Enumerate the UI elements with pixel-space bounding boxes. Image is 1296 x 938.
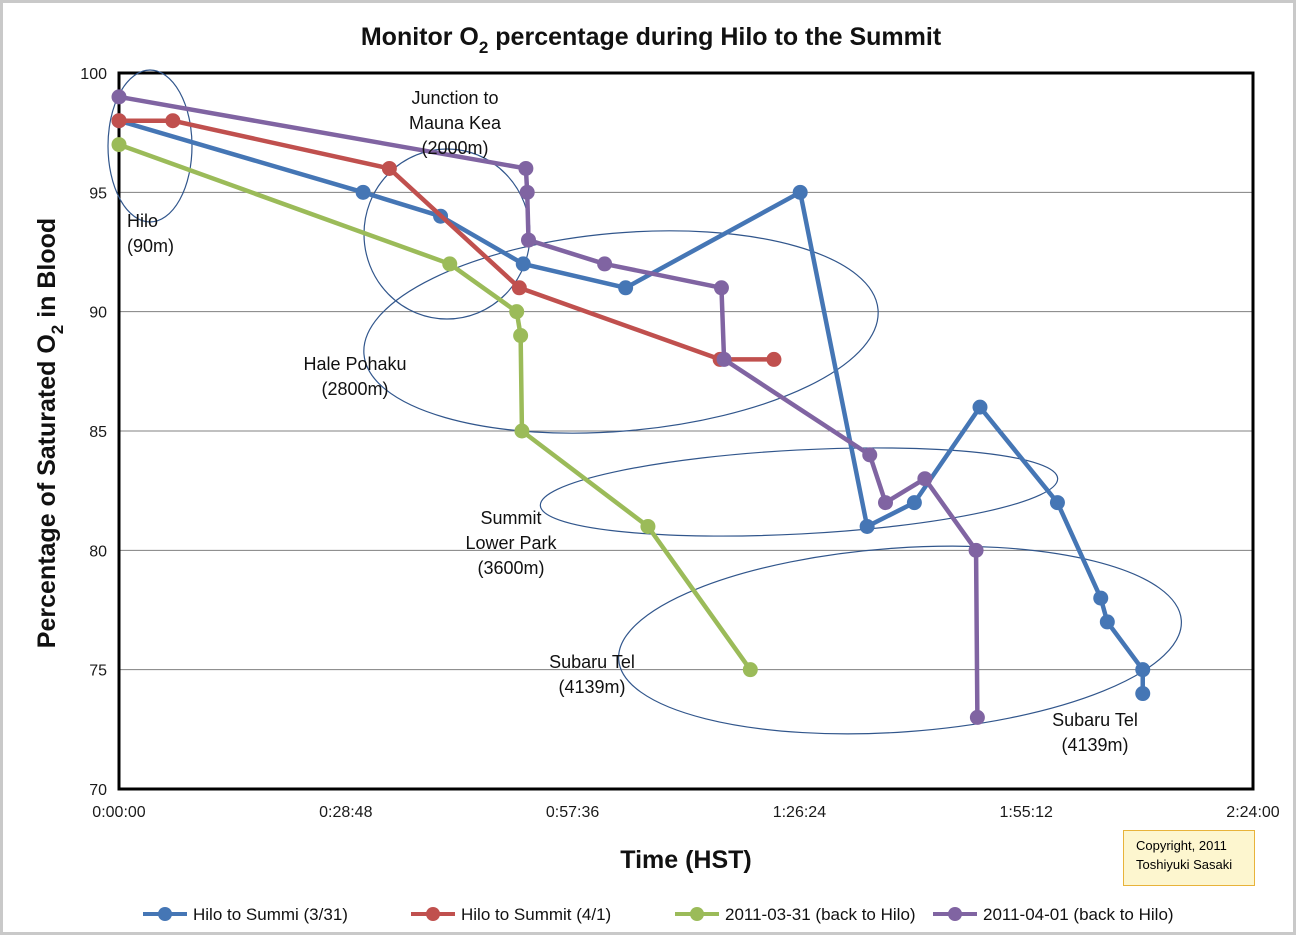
x-tick-label: 2:24:00 bbox=[1226, 804, 1279, 821]
copyright-box: Copyright, 2011 Toshiyuki Sasaki bbox=[1123, 830, 1255, 886]
annotation-ellipse bbox=[107, 69, 193, 223]
annotation-junction-mauna-kea: Junction to Mauna Kea (2000m) bbox=[409, 88, 502, 158]
data-point bbox=[906, 495, 922, 511]
data-point bbox=[1135, 662, 1151, 678]
legend-marker bbox=[690, 907, 704, 921]
legend-item-2[interactable]: 2011-03-31 (back to Hilo) bbox=[675, 905, 916, 924]
data-point bbox=[111, 89, 127, 105]
data-point bbox=[509, 304, 525, 320]
annotation-hale-pohaku: Hale Pohaku (2800m) bbox=[303, 354, 406, 399]
annotation-ellipses bbox=[107, 69, 1182, 735]
data-point bbox=[640, 518, 656, 534]
annotation-hilo: Hilo (90m) bbox=[127, 211, 174, 256]
data-series-group bbox=[111, 89, 1151, 725]
y-tick-label: 100 bbox=[80, 66, 107, 83]
data-point bbox=[917, 471, 933, 487]
annotation-ellipse bbox=[618, 545, 1182, 735]
data-point bbox=[597, 256, 613, 272]
data-point bbox=[972, 399, 988, 415]
y-axis-label: Percentage of Saturated O2 in Blood bbox=[33, 218, 67, 648]
series-line bbox=[116, 118, 1145, 696]
data-point bbox=[511, 280, 527, 296]
y-tick-labels: 70 75 80 85 90 95 100 bbox=[80, 66, 107, 799]
data-point bbox=[518, 160, 534, 176]
y-tick-label: 75 bbox=[89, 663, 107, 680]
y-tick-label: 80 bbox=[89, 543, 107, 560]
legend-item-0[interactable]: Hilo to Summi (3/31) bbox=[143, 905, 348, 924]
x-tick-label: 1:26:24 bbox=[773, 804, 826, 821]
y-tick-label: 90 bbox=[89, 305, 107, 322]
legend-marker bbox=[426, 907, 440, 921]
series-line bbox=[116, 142, 753, 672]
annotation-labels: Hilo (90m) Junction to Mauna Kea (2000m) Hale… bbox=[127, 88, 1138, 755]
data-point bbox=[1099, 614, 1115, 630]
x-tick-label: 0:00:00 bbox=[92, 804, 145, 821]
data-point bbox=[1135, 686, 1151, 702]
y-tick-label: 95 bbox=[89, 185, 107, 202]
x-tick-labels: 0:00:00 0:28:48 0:57:36 1:26:24 1:55:12 2:24:… bbox=[92, 804, 1279, 821]
data-point bbox=[521, 232, 536, 248]
x-axis-label: Time (HST) bbox=[620, 846, 752, 874]
copyright-line-1: Copyright, 2011 bbox=[1136, 838, 1227, 853]
gridlines bbox=[119, 191, 1253, 671]
legend-label: 2011-04-01 (back to Hilo) bbox=[983, 905, 1174, 924]
data-point bbox=[716, 351, 732, 367]
annotation-summit-lower-park: Summit Lower Park (3600m) bbox=[465, 508, 557, 578]
y-tick-label: 85 bbox=[89, 424, 107, 441]
data-point bbox=[1093, 590, 1109, 606]
data-point bbox=[618, 280, 634, 296]
data-point bbox=[1049, 495, 1065, 511]
x-tick-label: 1:55:12 bbox=[1000, 804, 1053, 821]
data-point bbox=[519, 184, 535, 200]
data-point bbox=[766, 351, 782, 367]
x-tick-label: 0:57:36 bbox=[546, 804, 599, 821]
legend-label: Hilo to Summi (3/31) bbox=[193, 905, 348, 924]
data-point bbox=[862, 447, 878, 463]
annotation-subaru-tel-right: Subaru Tel (4139m) bbox=[1052, 710, 1138, 755]
data-point bbox=[968, 542, 984, 558]
chart-canvas: Monitor O2 percentage during Hilo to the… bbox=[3, 3, 1293, 932]
data-point bbox=[381, 160, 397, 176]
data-point bbox=[355, 184, 371, 200]
data-point bbox=[515, 256, 531, 272]
legend-label: Hilo to Summit (4/1) bbox=[461, 905, 611, 924]
data-point bbox=[792, 184, 808, 200]
chart-legend: Hilo to Summi (3/31) Hilo to Summit (4/1)… bbox=[143, 905, 1174, 924]
annotation-ellipse bbox=[363, 230, 879, 434]
data-point bbox=[878, 495, 893, 511]
series-3 bbox=[111, 89, 985, 725]
data-point bbox=[859, 518, 875, 534]
series-0 bbox=[111, 113, 1151, 702]
data-point bbox=[111, 113, 127, 129]
data-point bbox=[513, 328, 529, 344]
data-point bbox=[969, 709, 985, 725]
plot-area-border bbox=[117, 71, 1255, 791]
data-point bbox=[442, 256, 458, 272]
x-tick-label: 0:28:48 bbox=[319, 804, 372, 821]
series-2 bbox=[111, 137, 758, 678]
legend-item-1[interactable]: Hilo to Summit (4/1) bbox=[411, 905, 611, 924]
data-point bbox=[165, 113, 181, 129]
legend-marker bbox=[158, 907, 172, 921]
data-point bbox=[713, 280, 729, 296]
legend-label: 2011-03-31 (back to Hilo) bbox=[725, 905, 916, 924]
y-tick-label: 70 bbox=[89, 782, 107, 799]
copyright-line-2: Toshiyuki Sasaki bbox=[1136, 856, 1233, 872]
annotation-ellipse bbox=[539, 447, 1059, 537]
data-point bbox=[514, 423, 530, 439]
chart-svg: Monitor O2 percentage during Hilo to the… bbox=[33, 23, 1280, 924]
data-point bbox=[111, 137, 127, 153]
data-point bbox=[742, 662, 758, 678]
legend-marker bbox=[948, 907, 962, 921]
legend-item-3[interactable]: 2011-04-01 (back to Hilo) bbox=[933, 905, 1174, 924]
annotation-subaru-tel-left: Subaru Tel (4139m) bbox=[549, 652, 635, 697]
chart-title: Monitor O2 percentage during Hilo to the… bbox=[361, 23, 942, 57]
